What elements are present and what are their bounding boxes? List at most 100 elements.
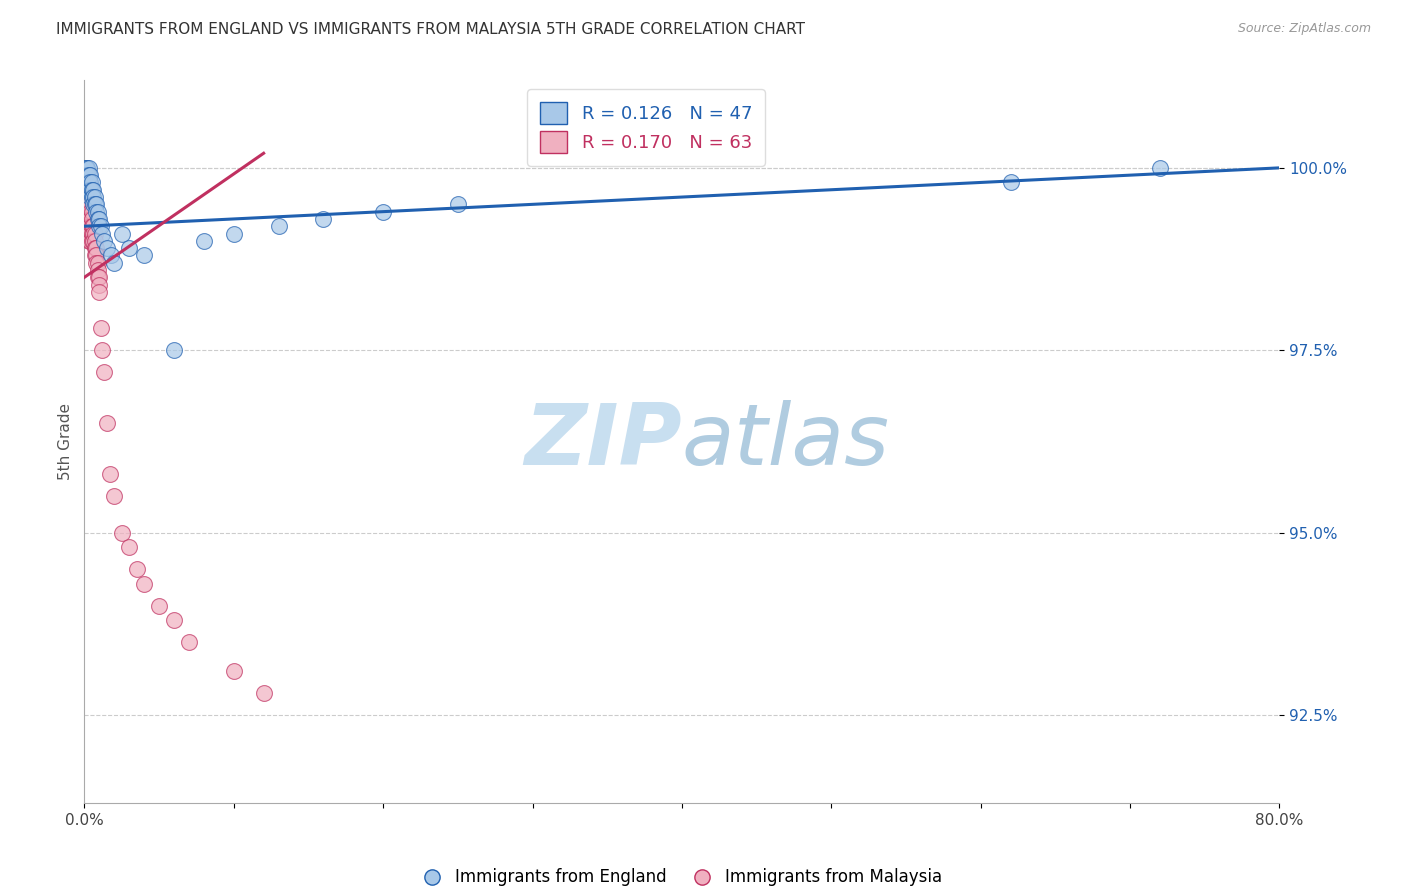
Point bbox=[90, 219, 112, 234]
Point bbox=[1149, 161, 1171, 175]
Point bbox=[75, 183, 97, 197]
Point bbox=[79, 227, 101, 241]
Point bbox=[75, 190, 97, 204]
Point bbox=[82, 183, 104, 197]
Point bbox=[76, 161, 98, 175]
Point bbox=[83, 197, 105, 211]
Point bbox=[77, 219, 100, 234]
Point bbox=[89, 277, 111, 292]
Point bbox=[76, 176, 98, 190]
Point bbox=[1000, 176, 1022, 190]
Point bbox=[447, 197, 470, 211]
Point bbox=[77, 161, 100, 175]
Point bbox=[91, 227, 114, 241]
Point bbox=[79, 204, 101, 219]
Point bbox=[80, 183, 103, 197]
Point bbox=[82, 219, 104, 234]
Point bbox=[222, 227, 245, 241]
Point bbox=[76, 190, 98, 204]
Point bbox=[77, 168, 100, 182]
Point bbox=[86, 241, 108, 255]
Point bbox=[132, 577, 156, 591]
Point bbox=[75, 161, 97, 175]
Point bbox=[77, 176, 100, 190]
Point bbox=[90, 321, 112, 335]
Text: atlas: atlas bbox=[682, 400, 890, 483]
Point bbox=[118, 241, 141, 255]
Point bbox=[79, 234, 101, 248]
Point bbox=[111, 525, 134, 540]
Point bbox=[76, 168, 98, 182]
Point bbox=[79, 219, 101, 234]
Point bbox=[77, 234, 100, 248]
Point bbox=[83, 234, 105, 248]
Point bbox=[75, 168, 97, 182]
Point bbox=[76, 204, 98, 219]
Point bbox=[75, 161, 97, 175]
Point bbox=[77, 190, 100, 204]
Point bbox=[89, 285, 111, 299]
Point bbox=[177, 635, 200, 649]
Text: IMMIGRANTS FROM ENGLAND VS IMMIGRANTS FROM MALAYSIA 5TH GRADE CORRELATION CHART: IMMIGRANTS FROM ENGLAND VS IMMIGRANTS FR… bbox=[56, 22, 806, 37]
Point bbox=[253, 686, 276, 700]
Point bbox=[76, 176, 98, 190]
Point bbox=[89, 270, 111, 285]
Point bbox=[163, 613, 186, 627]
Point bbox=[87, 263, 110, 277]
Point bbox=[80, 219, 103, 234]
Point bbox=[80, 211, 103, 226]
Point bbox=[75, 204, 97, 219]
Point bbox=[80, 204, 103, 219]
Point bbox=[82, 190, 104, 204]
Point bbox=[79, 211, 101, 226]
Point bbox=[87, 204, 110, 219]
Text: ZIP: ZIP bbox=[524, 400, 682, 483]
Point bbox=[79, 190, 101, 204]
Legend: Immigrants from England, Immigrants from Malaysia: Immigrants from England, Immigrants from… bbox=[415, 862, 949, 892]
Point bbox=[222, 665, 245, 679]
Point bbox=[96, 241, 118, 255]
Point bbox=[77, 197, 100, 211]
Point bbox=[77, 183, 100, 197]
Point bbox=[125, 562, 148, 576]
Point bbox=[100, 248, 122, 262]
Point bbox=[75, 176, 97, 190]
Point bbox=[80, 227, 103, 241]
Point bbox=[79, 197, 101, 211]
Point bbox=[76, 219, 98, 234]
Point bbox=[86, 256, 108, 270]
Point bbox=[87, 211, 110, 226]
Point bbox=[77, 211, 100, 226]
Point bbox=[82, 227, 104, 241]
Point bbox=[193, 234, 215, 248]
Point bbox=[87, 256, 110, 270]
Point bbox=[76, 197, 98, 211]
Point bbox=[148, 599, 170, 613]
Point bbox=[83, 190, 105, 204]
Point bbox=[93, 234, 115, 248]
Point bbox=[82, 197, 104, 211]
Point bbox=[103, 489, 125, 503]
Point bbox=[93, 365, 115, 379]
Point bbox=[86, 197, 108, 211]
Point bbox=[75, 197, 97, 211]
Point bbox=[373, 204, 395, 219]
Point bbox=[79, 176, 101, 190]
Text: Source: ZipAtlas.com: Source: ZipAtlas.com bbox=[1237, 22, 1371, 36]
Point bbox=[118, 541, 141, 555]
Point bbox=[79, 183, 101, 197]
Point bbox=[80, 234, 103, 248]
Point bbox=[267, 219, 290, 234]
Point bbox=[83, 248, 105, 262]
Point bbox=[96, 417, 118, 431]
Point bbox=[80, 190, 103, 204]
Point bbox=[76, 211, 98, 226]
Point bbox=[77, 204, 100, 219]
Point bbox=[80, 176, 103, 190]
Point bbox=[82, 234, 104, 248]
Point bbox=[103, 256, 125, 270]
Point bbox=[132, 248, 156, 262]
Point bbox=[86, 248, 108, 262]
Point bbox=[79, 168, 101, 182]
Point bbox=[91, 343, 114, 358]
